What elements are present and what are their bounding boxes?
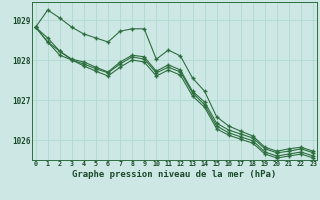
X-axis label: Graphe pression niveau de la mer (hPa): Graphe pression niveau de la mer (hPa): [72, 170, 276, 179]
